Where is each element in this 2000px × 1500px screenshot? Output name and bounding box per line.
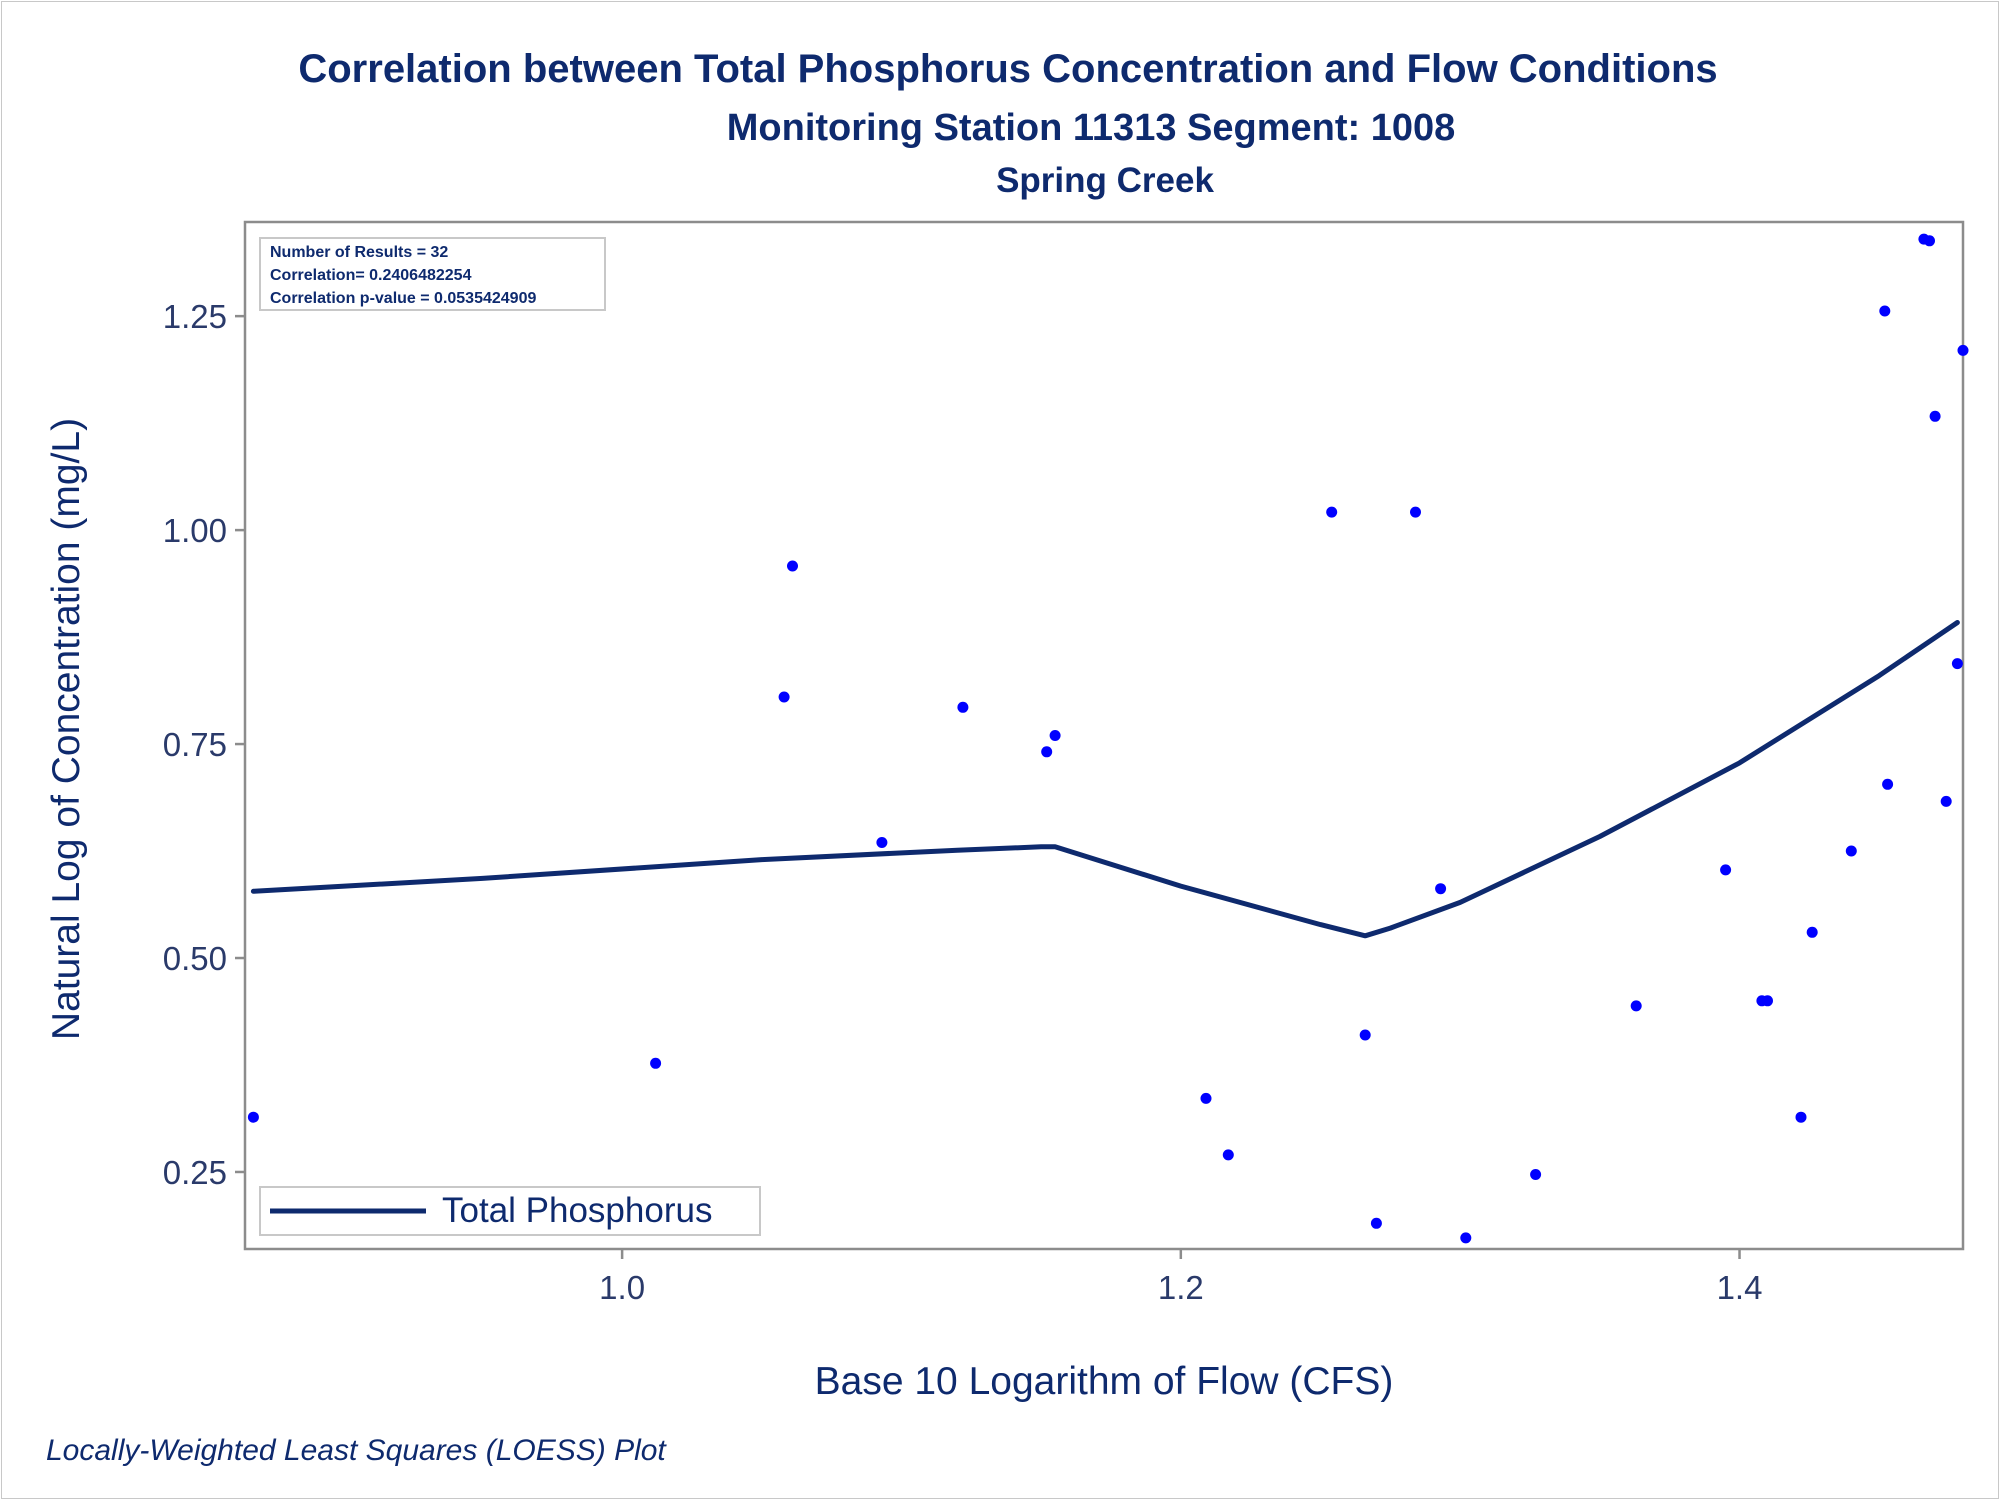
scatter-point <box>1410 506 1421 518</box>
scatter-point <box>876 837 888 848</box>
plot-area-frame <box>243 220 1965 1251</box>
scatter-point <box>1460 1232 1472 1244</box>
inset-number-of-results: Number of Results = 32 <box>270 244 448 261</box>
inset-p-value: Correlation p-value = 0.0535424909 <box>270 290 536 307</box>
scatter-point <box>1326 506 1338 518</box>
scatter-point <box>1929 410 1941 422</box>
x-tick-label: 1.4 <box>1717 1269 1763 1306</box>
scatter-point <box>650 1057 662 1069</box>
scatter-point <box>1924 235 1935 247</box>
legend: Total Phosphorus <box>259 1186 761 1236</box>
y-axis-label: Natural Log of Concentration (mg/L) <box>45 418 88 1040</box>
chart-title: Correlation between Total Phosphorus Con… <box>298 47 1717 91</box>
scatter-point <box>1762 995 1773 1007</box>
scatter-point <box>1049 730 1061 741</box>
scatter-point <box>1957 344 1969 356</box>
scatter-points-layer <box>247 233 1969 1244</box>
scatter-point <box>957 701 969 713</box>
loess-line-layer <box>250 620 1960 939</box>
x-tick-label: 1.0 <box>599 1269 645 1306</box>
scatter-point <box>1222 1149 1234 1161</box>
footnote: Locally-Weighted Least Squares (LOESS) P… <box>46 1434 667 1467</box>
scatter-point <box>1951 658 1963 670</box>
y-tick-label: 1.25 <box>163 298 227 335</box>
series-line-total-phosphorus <box>250 620 1960 939</box>
scatter-point <box>1041 746 1053 758</box>
scatter-point <box>1720 864 1732 876</box>
scatter-point <box>1940 795 1952 807</box>
scatter-point <box>1806 926 1818 938</box>
statistics-inset-box <box>259 237 606 311</box>
inset-correlation: Correlation= 0.2406482254 <box>270 267 472 284</box>
scatter-point <box>1882 778 1894 790</box>
y-tick-label: 1.00 <box>163 512 227 549</box>
y-tick-label: 0.75 <box>163 726 227 763</box>
y-tick-label: 0.50 <box>163 940 227 977</box>
scatter-point <box>1530 1169 1542 1180</box>
scatter-point <box>1435 883 1447 895</box>
scatter-point <box>1879 305 1891 317</box>
scatter-point <box>247 1111 259 1123</box>
x-tick-label: 1.2 <box>1158 1269 1204 1306</box>
chart-subtitle-station-name: Spring Creek <box>996 161 1214 200</box>
legend-label-total-phosphorus: Total Phosphorus <box>442 1191 712 1230</box>
chart-subtitle: Monitoring Station 11313 Segment: 1008 <box>727 107 1456 149</box>
axis-ticks: 1.0 1.2 1.4 0.25 0.50 0.75 1.00 1.25 <box>163 298 1763 1306</box>
y-tick-label: 0.25 <box>163 1154 227 1191</box>
scatter-point <box>1370 1217 1382 1229</box>
scatter-point <box>778 691 790 703</box>
scatter-point <box>787 560 798 572</box>
scatter-point <box>1630 1000 1642 1012</box>
scatter-point <box>1359 1029 1371 1041</box>
x-axis-label: Base 10 Logarithm of Flow (CFS) <box>815 1360 1394 1403</box>
scatter-point <box>1200 1092 1212 1104</box>
scatter-point <box>1795 1111 1807 1123</box>
scatter-point <box>1845 845 1857 857</box>
statistics-inset: Number of Results = 32 Correlation= 0.24… <box>259 237 606 311</box>
